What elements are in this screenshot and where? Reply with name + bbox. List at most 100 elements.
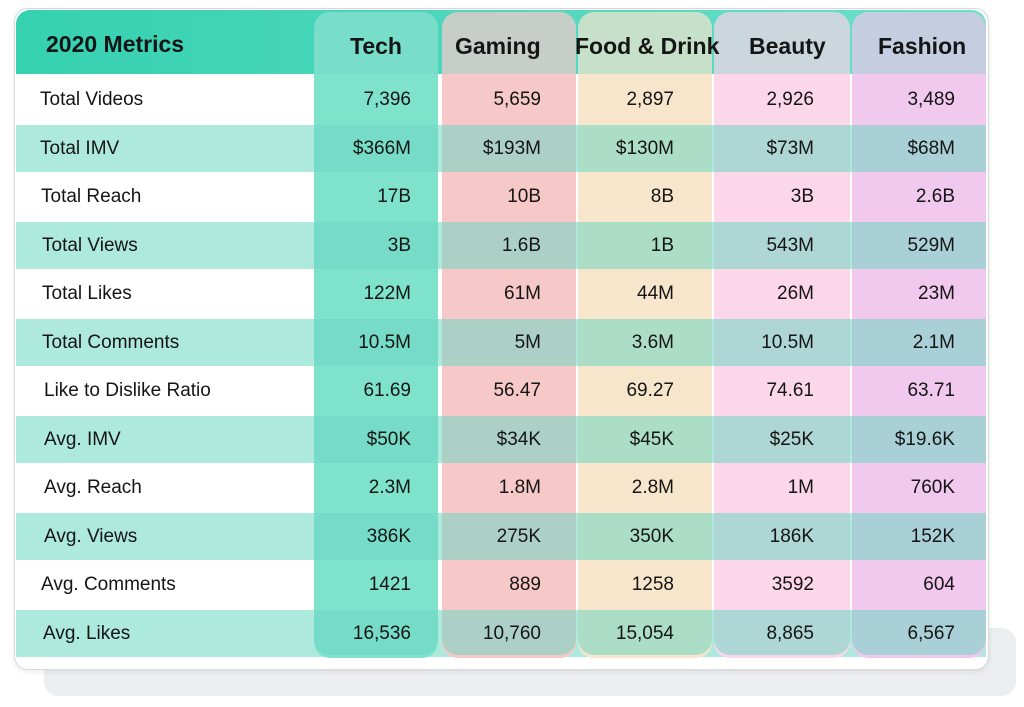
column-band-overlay — [852, 124, 986, 172]
table-cell: 1B — [650, 234, 674, 256]
column-band-overlay — [578, 512, 712, 560]
column-header: Fashion — [878, 33, 967, 59]
column-band-overlay — [442, 318, 576, 366]
table-cell: $73M — [766, 137, 814, 159]
column-band-overlay — [442, 512, 576, 560]
table-cell: 74.61 — [766, 380, 814, 401]
row-label: Total Likes — [42, 283, 132, 304]
table-cell: 2,897 — [626, 89, 674, 110]
column-band-overlay — [714, 415, 850, 463]
table-cell: 10.5M — [761, 331, 814, 353]
column-band-overlay — [714, 318, 850, 366]
table-cell: 10.5M — [358, 331, 411, 353]
table-cell: 543M — [766, 234, 814, 256]
table-cell: 5M — [514, 331, 541, 353]
table-cell: 3,489 — [907, 89, 955, 110]
table-cell: 23M — [918, 283, 955, 304]
table-cell: $50K — [366, 428, 411, 450]
column-band-overlay — [714, 512, 850, 560]
row-label: Total Views — [42, 234, 138, 256]
column-band-overlay — [442, 124, 576, 172]
column-band-overlay — [714, 221, 850, 269]
table-cell: 56.47 — [493, 380, 541, 401]
table-cell: 275K — [496, 525, 541, 547]
column-header: Food & Drink — [575, 33, 720, 59]
table-cell: 2,926 — [766, 89, 814, 110]
table-cell: 529M — [907, 234, 955, 256]
row-label: Avg. IMV — [44, 428, 121, 450]
table-cell: 604 — [923, 574, 955, 595]
table-cell: 26M — [777, 283, 814, 304]
table-cell: 1.6B — [501, 234, 541, 256]
column-band-overlay — [578, 221, 712, 269]
column-band-overlay — [314, 318, 438, 366]
table-cell: 3592 — [771, 574, 814, 595]
table-cell: 2.3M — [368, 477, 411, 498]
table-cell: 8B — [650, 186, 674, 207]
row-label: Total Videos — [40, 89, 144, 110]
table-cell: 1421 — [368, 574, 411, 595]
table-cell: 2.6B — [915, 186, 955, 207]
table-cell: 61.69 — [363, 380, 411, 401]
table-cell: 3.6M — [631, 331, 674, 353]
table-cell: $25K — [769, 428, 814, 450]
table-cell: 2.8M — [631, 477, 674, 498]
table-cell: 386K — [366, 525, 411, 547]
row-label: Avg. Views — [44, 525, 138, 547]
table-cell: 10B — [507, 186, 541, 207]
table-cell: 2.1M — [912, 331, 955, 353]
column-band-overlay — [442, 221, 576, 269]
table-cell: 122M — [363, 283, 411, 304]
table-cell: 350K — [629, 525, 674, 547]
column-header: Tech — [350, 33, 402, 59]
row-label: Total IMV — [40, 137, 120, 159]
column-band-overlay — [578, 124, 712, 172]
column-band-overlay — [714, 609, 850, 655]
column-band-overlay — [852, 609, 986, 655]
row-label: Like to Dislike Ratio — [44, 380, 211, 401]
table-cell: $68M — [907, 137, 955, 159]
table-cell: $366M — [352, 137, 411, 159]
table-cell: 186K — [769, 525, 814, 547]
table-cell: 3B — [387, 234, 411, 256]
table-cell: 3B — [790, 186, 814, 207]
table-cell: 17B — [377, 186, 411, 207]
table-cell: 1.8M — [498, 477, 541, 498]
row-label: Avg. Likes — [43, 622, 131, 644]
table-cell: 63.71 — [907, 380, 955, 401]
table-cell: 1M — [787, 477, 814, 498]
table-cell: 61M — [504, 283, 541, 304]
column-band-overlay — [314, 221, 438, 269]
column-band-overlay — [578, 415, 712, 463]
column-band-overlay — [852, 415, 986, 463]
column-band-overlay — [314, 609, 438, 655]
row-label: Avg. Reach — [44, 477, 142, 498]
table-cell: 10,760 — [482, 622, 541, 644]
table-cell: 15,054 — [615, 622, 674, 644]
table-cell: $45K — [629, 428, 674, 450]
table-title: 2020 Metrics — [46, 31, 185, 57]
row-label: Total Reach — [41, 186, 142, 207]
column-header: Gaming — [455, 33, 541, 59]
column-band-overlay — [578, 318, 712, 366]
table-cell: $19.6K — [894, 428, 955, 450]
row-label: Total Comments — [42, 331, 180, 353]
column-band-overlay — [314, 512, 438, 560]
column-band-overlay — [442, 415, 576, 463]
table-cell: 16,536 — [352, 622, 411, 644]
column-band-overlay — [852, 512, 986, 560]
column-band-overlay — [852, 318, 986, 366]
table-cell: 760K — [910, 477, 955, 498]
column-band-overlay — [314, 124, 438, 172]
table-cell: 1258 — [631, 574, 674, 595]
table-cell: 152K — [910, 525, 955, 547]
table-cell: 5,659 — [493, 89, 541, 110]
column-header: Beauty — [749, 33, 826, 59]
table-cell: 889 — [509, 574, 541, 595]
table-cell: $130M — [615, 137, 674, 159]
table-cell: 69.27 — [626, 380, 674, 401]
table-cell: 8,865 — [766, 622, 814, 644]
column-band-overlay — [442, 609, 576, 655]
table-cell: 44M — [637, 283, 674, 304]
table-cell: 6,567 — [907, 622, 955, 644]
